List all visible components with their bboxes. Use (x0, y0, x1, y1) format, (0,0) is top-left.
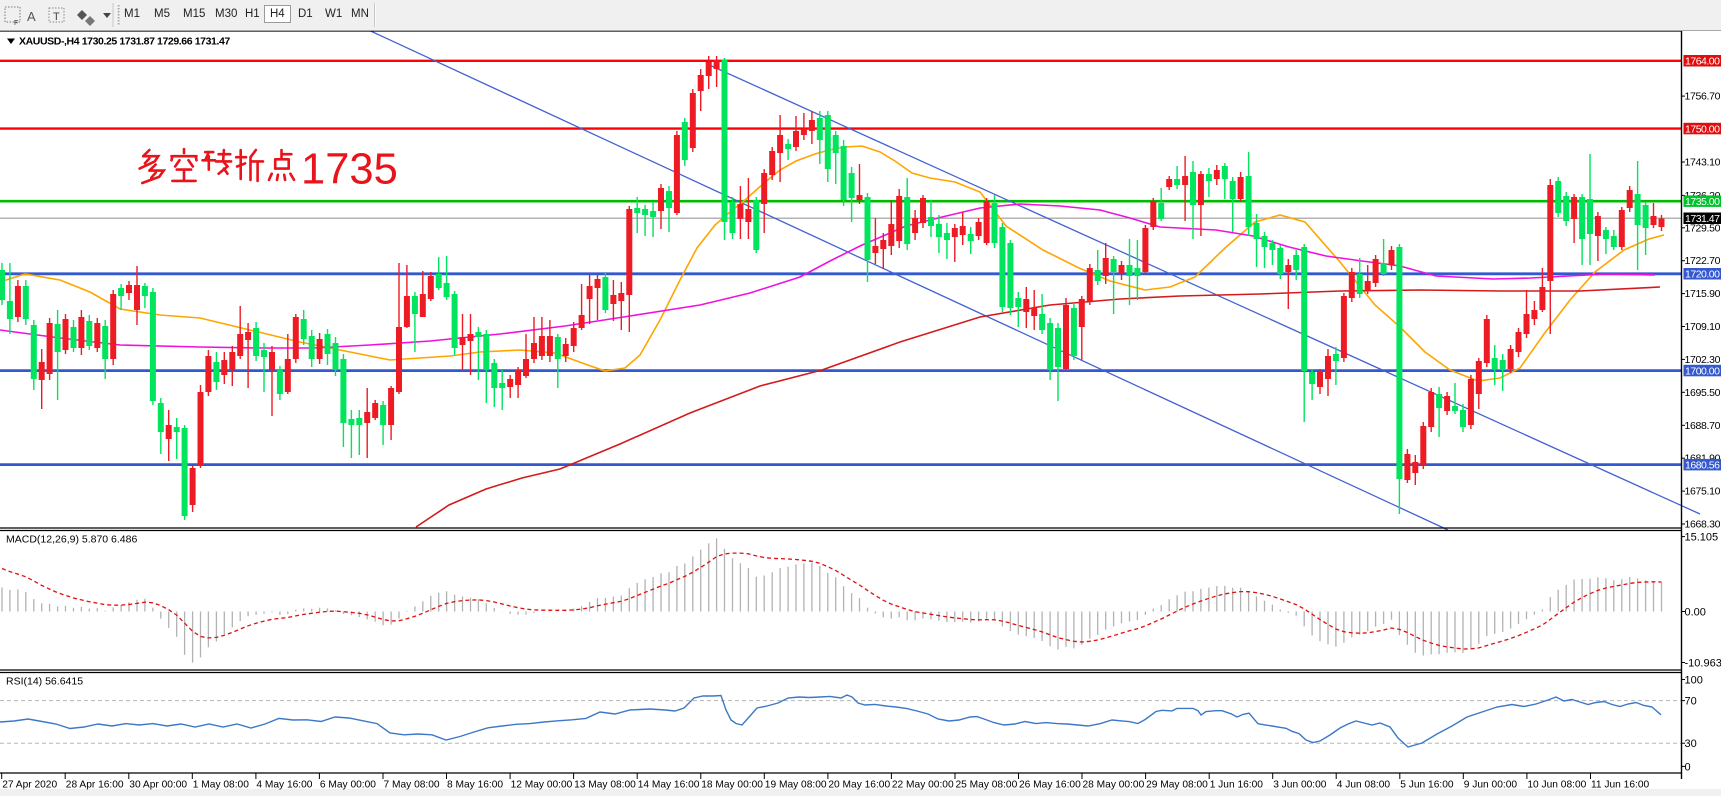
svg-text:30: 30 (1685, 738, 1697, 750)
svg-text:1688.70: 1688.70 (1685, 420, 1721, 432)
svg-text:7 May 08:00: 7 May 08:00 (384, 780, 440, 791)
svg-text:1695.50: 1695.50 (1685, 387, 1721, 399)
svg-text:14 May 16:00: 14 May 16:00 (638, 780, 700, 791)
svg-text:MACD(12,26,9) 5.870 6.486: MACD(12,26,9) 5.870 6.486 (6, 534, 137, 546)
svg-text:22 May 00:00: 22 May 00:00 (892, 780, 954, 791)
svg-text:28 Apr 16:00: 28 Apr 16:00 (66, 780, 124, 791)
svg-text:10 Jun 08:00: 10 Jun 08:00 (1527, 780, 1586, 791)
svg-text:1764.00: 1764.00 (1685, 56, 1720, 68)
svg-text:0: 0 (1685, 761, 1691, 773)
svg-text:28 May 00:00: 28 May 00:00 (1083, 780, 1145, 791)
svg-text:1731.47: 1731.47 (1685, 213, 1720, 225)
svg-text:15.105: 15.105 (1685, 532, 1719, 544)
svg-text:6 May 00:00: 6 May 00:00 (320, 780, 376, 791)
svg-text:11 Jun 16:00: 11 Jun 16:00 (1591, 780, 1649, 791)
svg-text:1743.10: 1743.10 (1685, 157, 1721, 169)
svg-text:4 May 16:00: 4 May 16:00 (256, 780, 312, 791)
svg-text:1735.00: 1735.00 (1685, 196, 1720, 208)
svg-text:18 May 00:00: 18 May 00:00 (701, 780, 763, 791)
svg-text:9 Jun 00:00: 9 Jun 00:00 (1464, 780, 1518, 791)
svg-text:1715.90: 1715.90 (1685, 288, 1721, 300)
svg-text:0.00: 0.00 (1685, 607, 1706, 619)
svg-text:1 May 08:00: 1 May 08:00 (193, 780, 249, 791)
svg-text:1 Jun 16:00: 1 Jun 16:00 (1210, 780, 1264, 791)
svg-text:8 May 16:00: 8 May 16:00 (447, 780, 503, 791)
svg-text:1680.56: 1680.56 (1685, 459, 1720, 471)
svg-text:5 Jun 16:00: 5 Jun 16:00 (1400, 780, 1454, 791)
svg-text:1750.00: 1750.00 (1685, 123, 1720, 135)
svg-text:1668.30: 1668.30 (1685, 519, 1721, 531)
svg-text:25 May 08:00: 25 May 08:00 (956, 780, 1018, 791)
svg-text:1702.30: 1702.30 (1685, 354, 1721, 366)
svg-text:F: F (14, 20, 18, 27)
svg-text:26 May 16:00: 26 May 16:00 (1019, 780, 1081, 791)
svg-text:1722.70: 1722.70 (1685, 255, 1721, 267)
svg-text:1735: 1735 (301, 146, 398, 194)
svg-text:RSI(14) 56.6415: RSI(14) 56.6415 (6, 676, 83, 688)
svg-text:19 May 08:00: 19 May 08:00 (765, 780, 827, 791)
svg-text:1756.70: 1756.70 (1685, 91, 1721, 103)
svg-text:100: 100 (1685, 675, 1703, 687)
svg-text:T: T (53, 11, 60, 23)
svg-text:13 May 08:00: 13 May 08:00 (574, 780, 636, 791)
svg-text:70: 70 (1685, 696, 1697, 708)
svg-text:1700.00: 1700.00 (1685, 365, 1720, 377)
svg-text:30 Apr 00:00: 30 Apr 00:00 (129, 780, 187, 791)
svg-text:29 May 08:00: 29 May 08:00 (1146, 780, 1208, 791)
svg-text:27 Apr 2020: 27 Apr 2020 (2, 780, 57, 791)
svg-text:-10.963: -10.963 (1685, 658, 1721, 670)
svg-text:XAUUSD-,H4 1730.25 1731.87 17: XAUUSD-,H4 1730.25 1731.87 1729.66 1731.… (19, 36, 230, 48)
svg-text:1720.00: 1720.00 (1685, 269, 1720, 281)
svg-text:12 May 00:00: 12 May 00:00 (511, 780, 573, 791)
svg-text:4 Jun 08:00: 4 Jun 08:00 (1337, 780, 1391, 791)
svg-text:3 Jun 00:00: 3 Jun 00:00 (1273, 780, 1327, 791)
svg-text:1709.10: 1709.10 (1685, 321, 1721, 333)
svg-text:1729.50: 1729.50 (1685, 222, 1721, 234)
svg-text:1675.10: 1675.10 (1685, 486, 1721, 498)
svg-text:20 May 16:00: 20 May 16:00 (828, 780, 890, 791)
svg-text:A: A (27, 9, 36, 24)
